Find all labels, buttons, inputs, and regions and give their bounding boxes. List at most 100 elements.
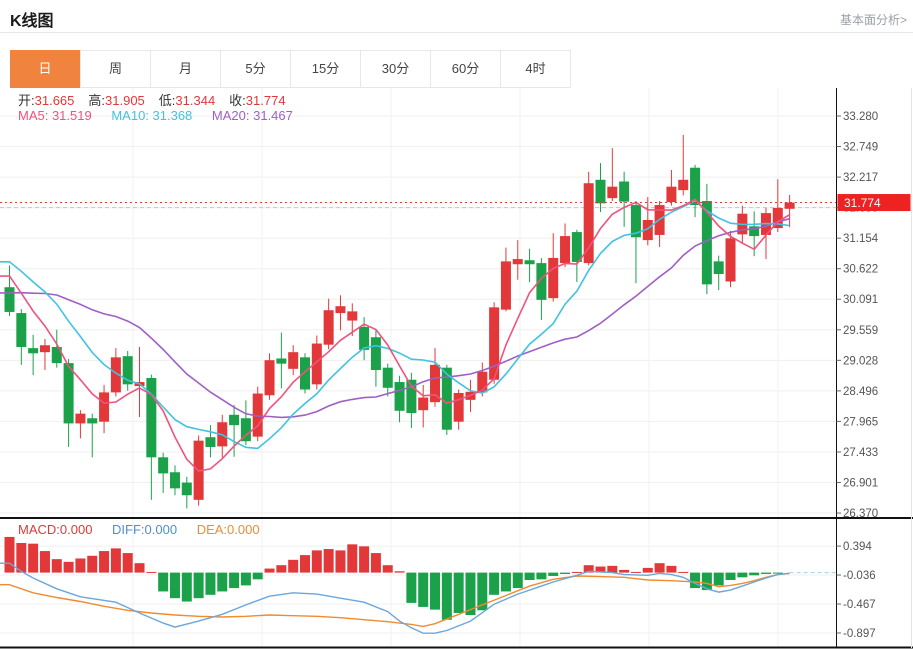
candle-body [477, 371, 488, 393]
macd-bar [370, 553, 381, 573]
macd-bar [406, 572, 417, 603]
macd-bar [678, 571, 689, 573]
macd-bar [28, 543, 39, 573]
low-value: 31.344 [175, 93, 216, 108]
dea-value: DEA:0.000 [196, 522, 260, 537]
macd-bar [760, 572, 771, 574]
macd-bar [690, 572, 701, 589]
macd-bar [229, 572, 240, 589]
macd-bar [560, 572, 571, 574]
candle-body [382, 367, 393, 388]
macd-bar [323, 549, 334, 573]
macd-bar [489, 572, 500, 595]
macd-bar [465, 572, 476, 615]
current-price-label: 31.774 [844, 196, 881, 210]
tab-month[interactable]: 月 [151, 51, 221, 87]
macd-bar [181, 572, 192, 602]
candle-body [418, 397, 429, 411]
candle-body [51, 346, 62, 364]
axis-tick-label: 0.394 [843, 541, 872, 553]
candle-body [784, 202, 795, 209]
candle-body [335, 306, 346, 314]
ohlc-readout: 开:31.665 高:31.905 低:31.344 收:31.774 [18, 90, 300, 109]
macd-bar [217, 572, 228, 592]
macd-bar [737, 572, 748, 578]
macd-layer [0, 536, 836, 634]
axis-tick-label: 28.496 [843, 386, 878, 398]
macd-bar [595, 566, 606, 573]
macd-bar [394, 571, 405, 573]
grid-layer [0, 88, 836, 646]
macd-bar [477, 572, 488, 611]
macd-bar [630, 571, 641, 573]
candle-body [169, 472, 180, 489]
candle-body [430, 364, 441, 403]
candle-body [666, 186, 677, 203]
close-value: 31.774 [245, 93, 286, 108]
axis-tick-label: 30.622 [843, 264, 878, 276]
candle-body [205, 437, 216, 447]
macd-bar [252, 572, 263, 580]
macd-bar [264, 568, 275, 573]
candle-body [110, 357, 121, 393]
macd-bar [16, 542, 27, 573]
ma5-line [0, 198, 791, 472]
price-axis: 33.28032.74932.21731.68531.15430.62230.0… [836, 111, 879, 640]
macd-bar [99, 551, 110, 573]
macd-bar [713, 572, 724, 586]
candle-body [394, 382, 405, 411]
candle-body [122, 356, 133, 385]
macd-bar [87, 555, 98, 573]
tab-5min[interactable]: 5分 [221, 51, 291, 87]
tab-15min[interactable]: 15分 [291, 51, 361, 87]
macd-bar [158, 572, 169, 592]
ma10-line [0, 199, 790, 450]
macd-bar [619, 569, 630, 573]
axis-tick-label: 29.559 [843, 325, 878, 337]
open-label: 开: [18, 93, 35, 108]
candle-body [240, 418, 251, 442]
candle-body [181, 482, 192, 496]
macd-bar [288, 559, 299, 573]
ma-readout: MA5: 31.519 MA10: 31.368 MA20: 31.467 [18, 108, 309, 123]
candle-body [347, 311, 358, 321]
candle-body [690, 167, 701, 206]
tab-30min[interactable]: 30分 [361, 51, 431, 87]
candle-body [595, 179, 606, 204]
tab-4hour[interactable]: 4时 [501, 51, 571, 87]
macd-bar [512, 572, 523, 589]
candle-body [453, 392, 464, 422]
candle-body [500, 261, 511, 310]
macd-bar [311, 550, 322, 573]
macd-bar [524, 572, 535, 581]
candle-body [642, 220, 653, 241]
macd-bar [193, 572, 204, 599]
candle-body [583, 183, 594, 264]
candle-body [28, 348, 39, 354]
dea-line [0, 572, 790, 628]
candle-body [725, 238, 736, 282]
axis-tick-label: 33.280 [843, 111, 878, 123]
candle-body [524, 260, 535, 265]
tab-day[interactable]: 日 [10, 50, 81, 88]
axis-tick-label: 32.749 [843, 142, 878, 154]
tab-week[interactable]: 周 [81, 51, 151, 87]
candle-body [560, 236, 571, 264]
candle-body [63, 363, 74, 424]
candle-body [548, 257, 559, 299]
macd-bar [441, 572, 452, 620]
fundamental-analysis-link[interactable]: 基本面分析> [839, 13, 907, 27]
diff-value: DIFF:0.000 [112, 522, 178, 537]
axis-tick-label: 27.433 [843, 447, 878, 459]
macd-readout: MACD:0.000 DIFF:0.000 DEA:0.000 [18, 522, 276, 537]
candle-body [158, 457, 169, 474]
candle-body [264, 360, 275, 396]
diff-line [0, 562, 790, 634]
ma20-line [0, 218, 790, 419]
candle-body [749, 226, 760, 237]
candle-body [87, 418, 98, 424]
macd-bar [701, 572, 712, 591]
tab-60min[interactable]: 60分 [431, 51, 501, 87]
candle-body [406, 379, 417, 414]
